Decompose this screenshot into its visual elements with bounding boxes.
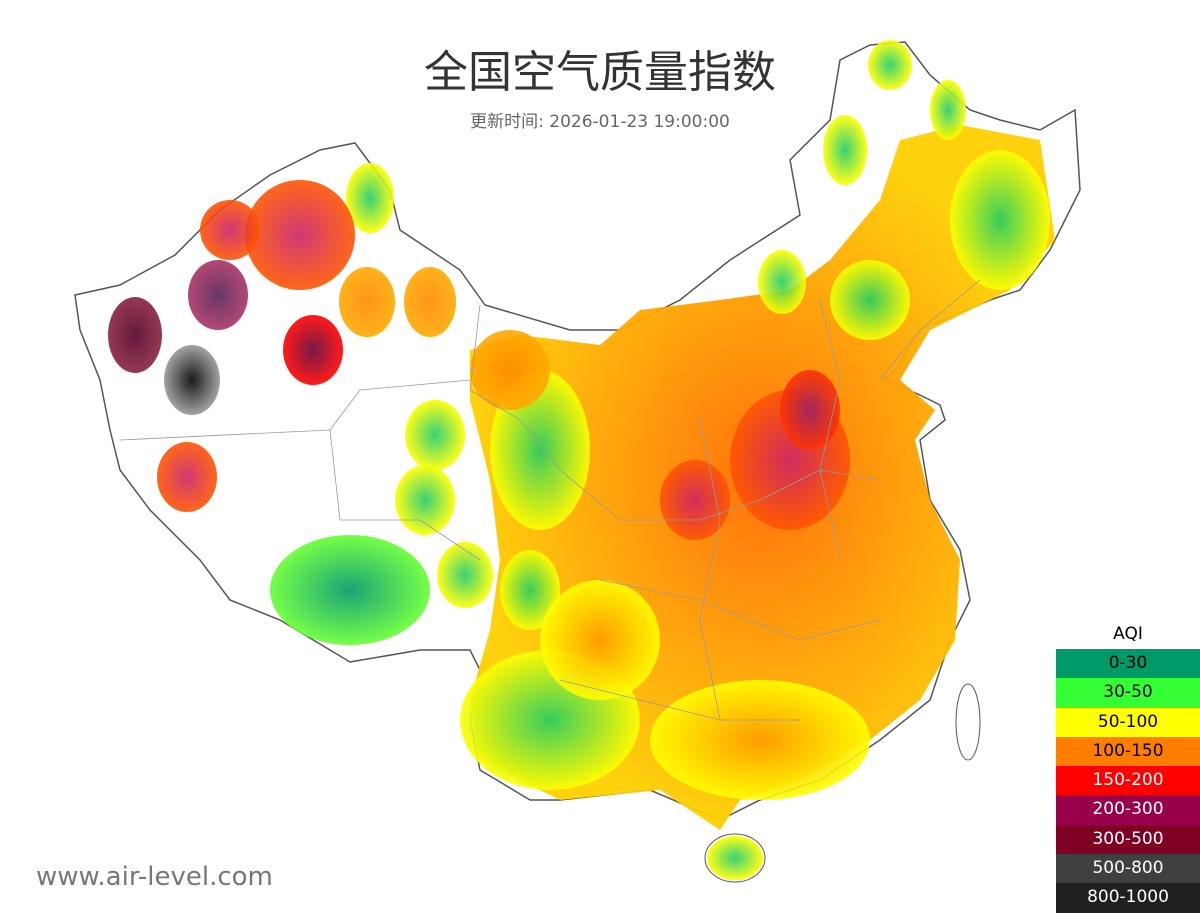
aqi-interpolation-blob <box>283 315 343 385</box>
aqi-interpolation-blob <box>245 180 355 290</box>
aqi-interpolation-blob <box>707 836 763 880</box>
aqi-interpolation-blob <box>950 150 1050 290</box>
legend-item: 800-1000 <box>1056 883 1200 913</box>
province-border <box>119 279 981 721</box>
aqi-legend: AQI 0-30 30-50 50-100 100-150 150-200 200-300… <box>1056 620 1200 913</box>
legend-item: 100-150 <box>1056 736 1200 767</box>
aqi-interpolation-blob <box>437 542 493 608</box>
legend-item: 150-200 <box>1056 766 1200 796</box>
aqi-interpolation-blob <box>346 163 394 233</box>
aqi-interpolation-blob <box>868 40 912 90</box>
legend-item: 500-800 <box>1056 854 1200 884</box>
legend-item: 200-300 <box>1056 795 1200 825</box>
legend-title: AQI <box>1113 624 1143 644</box>
legend-item: 300-500 <box>1056 824 1200 855</box>
update-time: 更新时间: 2026-01-23 19:00:00 <box>470 112 730 132</box>
aqi-interpolation-blob <box>780 370 840 450</box>
aqi-interpolation-blob <box>270 535 430 645</box>
aqi-interpolation-blob <box>200 200 260 260</box>
legend-item: 50-100 <box>1056 707 1200 737</box>
legend-item: 30-50 <box>1056 678 1200 708</box>
aqi-interpolation-blob <box>490 370 590 530</box>
aqi-interpolation-blob <box>540 580 660 700</box>
taiwan-outline <box>955 683 981 761</box>
aqi-interpolation-blob <box>108 297 162 373</box>
site-watermark: www.air-level.com <box>36 862 273 892</box>
aqi-interpolation-blob <box>339 267 395 337</box>
aqi-interpolation-blob <box>500 550 560 630</box>
aqi-interpolation-blob <box>405 400 465 470</box>
aqi-interpolation-blob <box>188 260 248 330</box>
aqi-interpolation-blob <box>660 460 730 540</box>
aqi-interpolation-blob <box>164 345 220 415</box>
legend-item: 0-30 <box>1056 649 1200 679</box>
aqi-interpolation-blob <box>470 330 550 410</box>
aqi-interpolation-blob <box>823 115 867 185</box>
page-title: 全国空气质量指数 <box>424 47 776 98</box>
aqi-interpolation-blob <box>650 680 870 800</box>
aqi-interpolation-blob <box>758 250 806 314</box>
aqi-interpolation-blob <box>395 465 455 535</box>
aqi-interpolation-blob <box>930 80 966 140</box>
aqi-interpolation-blob <box>157 442 217 512</box>
aqi-interpolation-blob <box>830 260 910 340</box>
aqi-interpolation-blob <box>404 267 456 337</box>
